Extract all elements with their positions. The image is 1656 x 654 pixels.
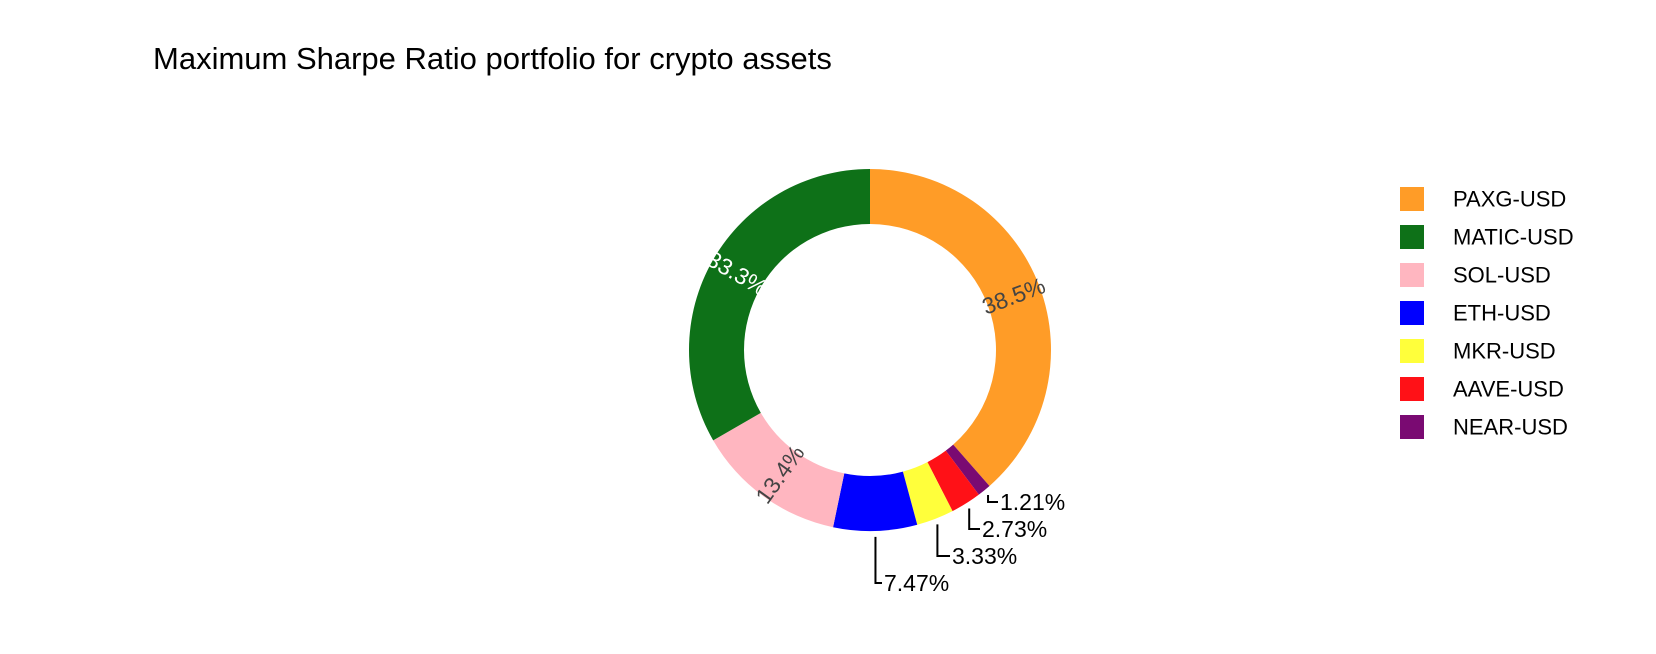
leader-line-near-usd — [987, 495, 998, 503]
legend-label: PAXG-USD — [1453, 187, 1566, 212]
legend-item-mkr-usd[interactable]: MKR-USD — [1400, 339, 1556, 364]
slice-label-mkr-usd: 3.33% — [952, 543, 1017, 569]
legend-swatch — [1400, 187, 1424, 211]
legend-swatch — [1400, 415, 1424, 439]
slice-label-near-usd: 1.21% — [1000, 489, 1065, 515]
legend-label: MKR-USD — [1453, 339, 1556, 364]
legend-label: SOL-USD — [1453, 263, 1551, 288]
legend-item-aave-usd[interactable]: AAVE-USD — [1400, 377, 1564, 402]
slice-label-eth-usd: 7.47% — [884, 570, 949, 596]
donut-slices — [688, 169, 1051, 531]
legend-label: MATIC-USD — [1453, 225, 1574, 250]
slice-aave-usd — [927, 450, 979, 512]
legend-item-near-usd[interactable]: NEAR-USD — [1400, 415, 1568, 440]
legend-item-sol-usd[interactable]: SOL-USD — [1400, 263, 1551, 288]
legend-label: NEAR-USD — [1453, 415, 1568, 440]
legend-item-paxg-usd[interactable]: PAXG-USD — [1400, 187, 1566, 212]
legend-item-eth-usd[interactable]: ETH-USD — [1400, 301, 1551, 326]
legend-swatch — [1400, 339, 1424, 363]
slice-near-usd — [945, 444, 990, 495]
legend-swatch — [1400, 225, 1424, 249]
slice-mkr-usd — [902, 462, 953, 525]
slice-paxg-usd — [870, 169, 1051, 486]
legend-swatch — [1400, 263, 1424, 287]
slice-label-aave-usd: 2.73% — [982, 516, 1047, 542]
leader-line-aave-usd — [968, 508, 980, 530]
leader-lines — [874, 495, 998, 584]
slice-sol-usd — [713, 412, 845, 528]
legend-swatch — [1400, 301, 1424, 325]
legend: PAXG-USD MATIC-USD SOL-USD ETH-USD MKR-USD AA… — [1400, 187, 1574, 440]
leader-line-mkr-usd — [936, 524, 950, 557]
legend-label: ETH-USD — [1453, 301, 1551, 326]
legend-swatch — [1400, 377, 1424, 401]
legend-label: AAVE-USD — [1453, 377, 1564, 402]
leader-line-eth-usd — [874, 536, 882, 584]
slice-eth-usd — [833, 471, 918, 531]
legend-item-matic-usd[interactable]: MATIC-USD — [1400, 225, 1574, 250]
chart-title: Maximum Sharpe Ratio portfolio for crypt… — [153, 41, 832, 76]
slice-matic-usd — [688, 169, 870, 441]
